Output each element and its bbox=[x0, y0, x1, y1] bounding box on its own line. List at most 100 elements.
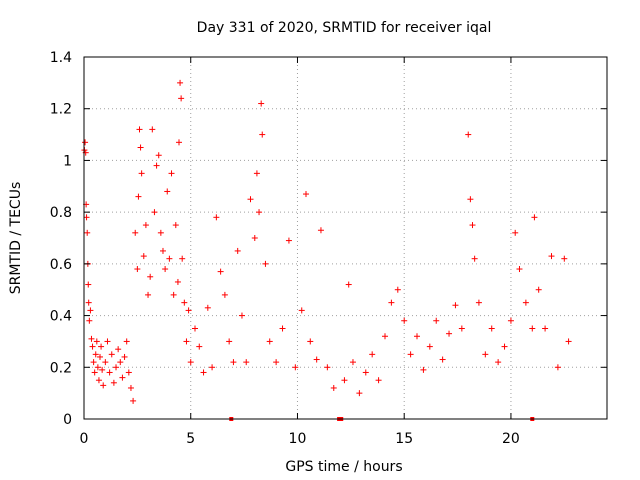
data-point bbox=[88, 335, 95, 342]
data-point bbox=[87, 307, 94, 314]
data-point bbox=[117, 359, 124, 366]
data-point bbox=[234, 247, 241, 254]
data-point bbox=[134, 266, 141, 273]
data-point bbox=[475, 299, 482, 306]
data-point bbox=[185, 307, 192, 314]
data-point bbox=[238, 312, 245, 319]
data-point bbox=[226, 338, 233, 345]
data-point bbox=[174, 278, 181, 285]
data-point bbox=[209, 364, 216, 371]
data-point bbox=[298, 307, 305, 314]
y-tick-label: 0.8 bbox=[50, 205, 72, 221]
data-point bbox=[187, 359, 194, 366]
data-point bbox=[102, 359, 109, 366]
axis-ticks: 0 0.2 0.4 0.6 0.8 1 1.2 1.4 0 5 10 15 20 bbox=[50, 50, 607, 447]
data-point bbox=[113, 364, 120, 371]
data-point bbox=[313, 356, 320, 363]
data-point bbox=[85, 281, 92, 288]
data-point bbox=[95, 377, 102, 384]
data-point bbox=[362, 369, 369, 376]
data-point bbox=[439, 356, 446, 363]
y-tick-label: 1.2 bbox=[50, 102, 72, 118]
data-point bbox=[86, 317, 93, 324]
data-point bbox=[181, 299, 188, 306]
data-point bbox=[104, 338, 111, 345]
y-axis-label: SRMTID / TECUs bbox=[8, 182, 24, 295]
x-tick-label: 15 bbox=[395, 431, 413, 447]
plot-frame bbox=[83, 56, 608, 420]
data-point bbox=[501, 343, 508, 350]
data-point bbox=[285, 237, 292, 244]
data-point bbox=[531, 214, 538, 221]
data-point bbox=[259, 131, 266, 138]
data-point bbox=[192, 325, 199, 332]
data-point bbox=[512, 229, 519, 236]
data-point bbox=[155, 152, 162, 159]
data-point bbox=[345, 281, 352, 288]
data-point bbox=[125, 369, 132, 376]
data-point bbox=[565, 338, 572, 345]
data-point bbox=[253, 170, 260, 177]
data-point bbox=[178, 95, 185, 102]
data-point bbox=[258, 100, 265, 107]
data-point bbox=[82, 139, 89, 146]
data-point bbox=[115, 346, 122, 353]
y-tick-label: 1 bbox=[63, 153, 72, 169]
data-point bbox=[407, 351, 414, 358]
data-point bbox=[561, 255, 568, 262]
data-point bbox=[110, 379, 117, 386]
data-point bbox=[130, 397, 137, 404]
data-point bbox=[166, 255, 173, 262]
data-point bbox=[151, 209, 158, 216]
data-point bbox=[471, 255, 478, 262]
data-point bbox=[469, 222, 476, 229]
data-point bbox=[162, 266, 169, 273]
data-point bbox=[452, 302, 459, 309]
data-point bbox=[137, 144, 144, 151]
data-point bbox=[317, 227, 324, 234]
data-point bbox=[92, 351, 99, 358]
y-tick-label: 1.4 bbox=[50, 50, 72, 66]
data-point bbox=[349, 359, 356, 366]
data-point bbox=[324, 364, 331, 371]
data-point bbox=[136, 126, 143, 133]
data-point bbox=[138, 170, 145, 177]
data-point bbox=[85, 299, 92, 306]
data-point bbox=[330, 384, 337, 391]
data-point bbox=[375, 377, 382, 384]
data-point bbox=[97, 353, 104, 360]
data-point bbox=[542, 325, 549, 332]
data-point bbox=[414, 333, 421, 340]
data-point bbox=[535, 286, 542, 293]
data-point bbox=[341, 377, 348, 384]
data-point bbox=[446, 330, 453, 337]
data-point bbox=[279, 325, 286, 332]
data-point bbox=[200, 369, 207, 376]
data-point bbox=[251, 235, 258, 241]
data-point bbox=[90, 359, 97, 366]
data-point bbox=[495, 359, 502, 366]
data-point bbox=[89, 343, 96, 350]
data-point bbox=[467, 196, 474, 203]
data-point bbox=[170, 291, 177, 298]
data-point bbox=[196, 343, 203, 350]
data-point bbox=[164, 188, 171, 195]
data-point bbox=[108, 351, 115, 358]
data-point bbox=[426, 343, 433, 350]
data-point bbox=[256, 209, 263, 216]
x-tick-label: 20 bbox=[502, 431, 520, 447]
data-point bbox=[356, 390, 363, 397]
y-tick-label: 0.6 bbox=[50, 257, 72, 273]
data-point bbox=[91, 369, 98, 376]
data-point bbox=[307, 338, 314, 345]
data-point bbox=[516, 266, 523, 273]
x-tick-label: 10 bbox=[289, 431, 307, 447]
data-point bbox=[153, 162, 160, 169]
data-point bbox=[99, 366, 106, 373]
data-point bbox=[119, 374, 126, 381]
data-point bbox=[140, 253, 147, 260]
data-points bbox=[81, 79, 572, 421]
data-point bbox=[507, 317, 514, 324]
data-point bbox=[168, 170, 175, 177]
